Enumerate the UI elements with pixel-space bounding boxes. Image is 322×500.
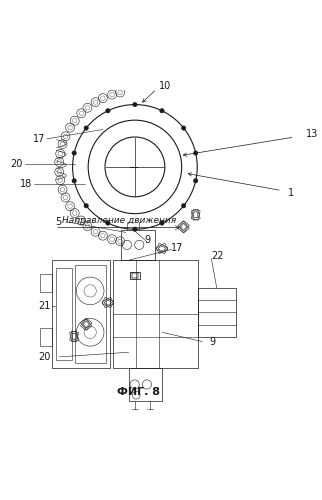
Bar xyxy=(56,268,72,360)
Text: 10: 10 xyxy=(159,81,171,91)
Circle shape xyxy=(72,151,76,156)
Bar xyxy=(52,260,110,368)
Circle shape xyxy=(84,204,89,208)
Text: 1: 1 xyxy=(288,188,294,198)
Text: 13: 13 xyxy=(306,130,318,140)
Text: Направление движения: Направление движения xyxy=(62,216,176,225)
Circle shape xyxy=(194,151,198,156)
Circle shape xyxy=(181,204,186,208)
Bar xyxy=(113,260,198,368)
Circle shape xyxy=(84,126,89,130)
Bar xyxy=(198,288,236,337)
Text: 20: 20 xyxy=(11,159,23,169)
Bar xyxy=(128,368,162,402)
Circle shape xyxy=(160,108,164,113)
Circle shape xyxy=(160,221,164,226)
Circle shape xyxy=(133,227,137,232)
Text: 17: 17 xyxy=(33,134,45,144)
Circle shape xyxy=(72,178,76,183)
Circle shape xyxy=(106,108,110,113)
Text: 20: 20 xyxy=(38,352,50,362)
Circle shape xyxy=(181,126,186,130)
Text: 5: 5 xyxy=(55,216,62,226)
Text: 22: 22 xyxy=(211,250,224,260)
Bar xyxy=(40,328,52,346)
Text: 9: 9 xyxy=(144,236,150,246)
Text: 21: 21 xyxy=(38,301,50,311)
Circle shape xyxy=(133,102,137,107)
Bar xyxy=(40,274,52,292)
Circle shape xyxy=(106,221,110,226)
Text: 18: 18 xyxy=(20,180,33,190)
Bar xyxy=(75,265,106,363)
Bar xyxy=(121,230,155,260)
Text: ФИГ. 8: ФИГ. 8 xyxy=(117,387,160,397)
Text: 17: 17 xyxy=(171,243,184,253)
Circle shape xyxy=(194,178,198,183)
Text: 9: 9 xyxy=(210,336,216,346)
